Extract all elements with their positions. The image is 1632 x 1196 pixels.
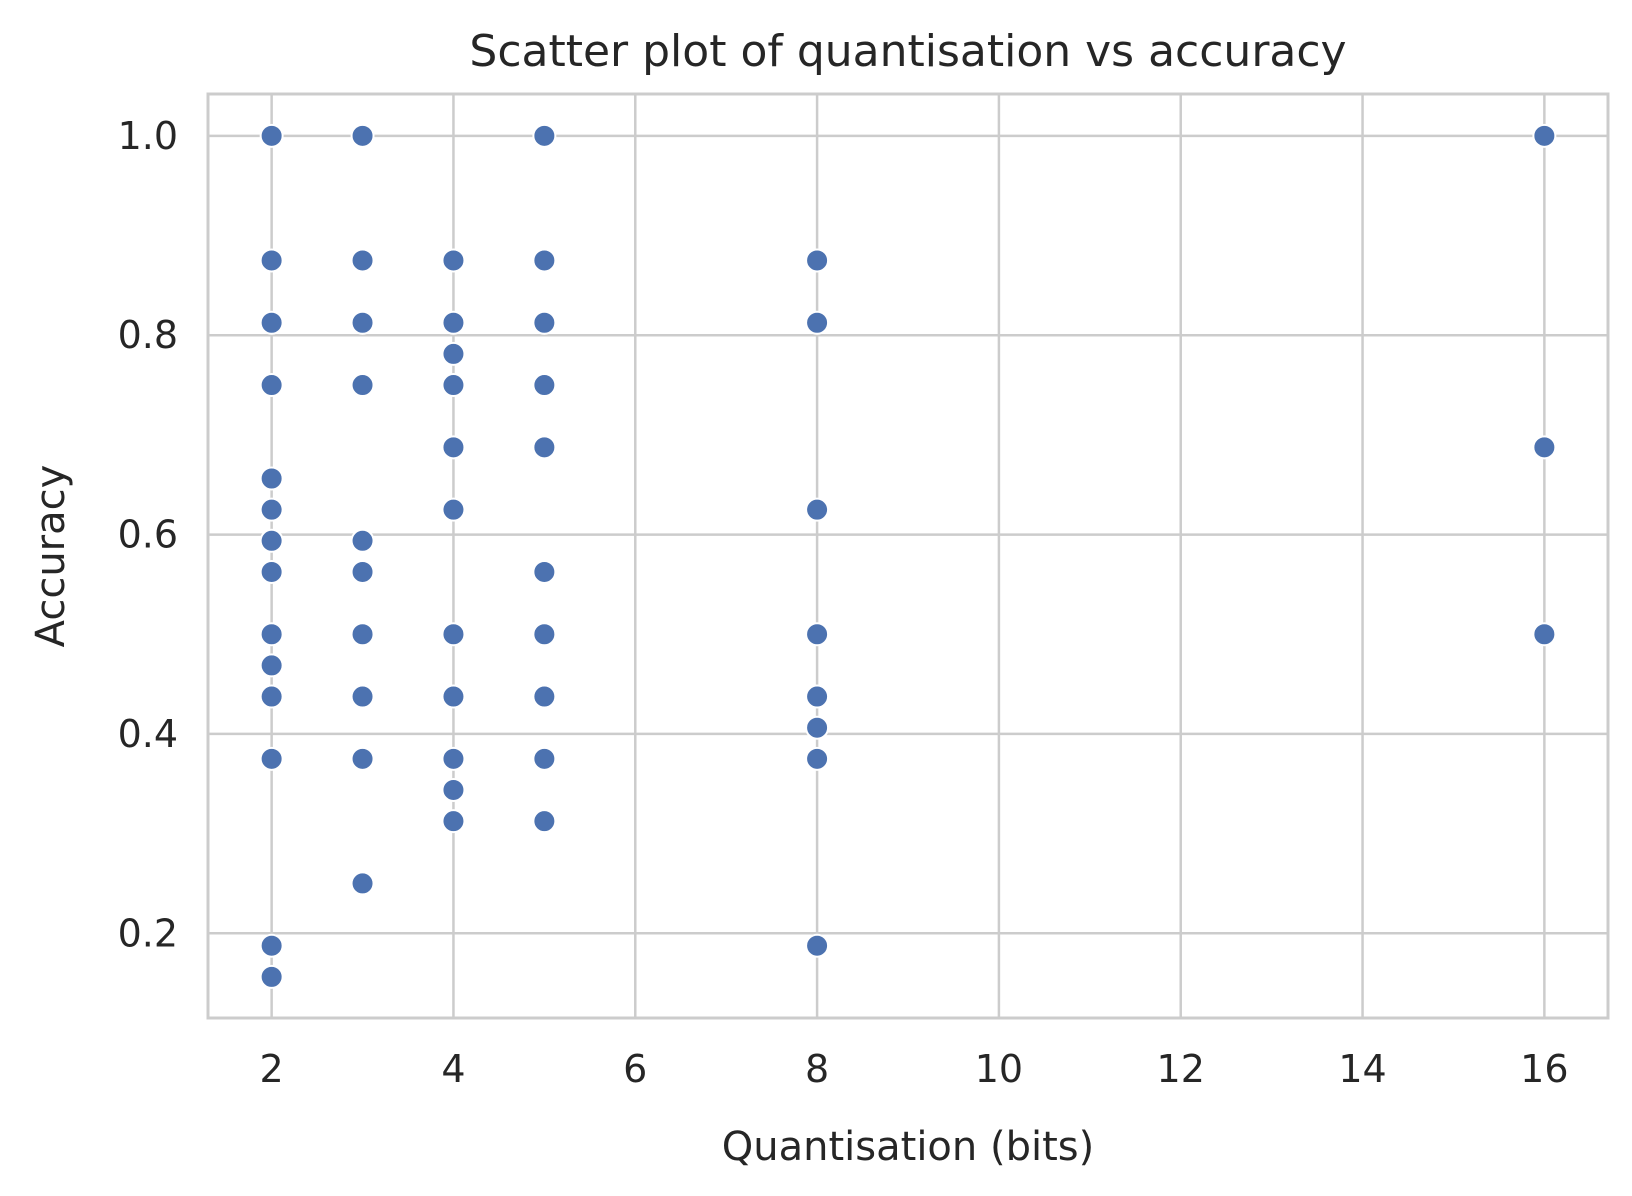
y-tick-label: 0.6 [118, 513, 178, 557]
scatter-point [259, 373, 284, 398]
y-tick-label: 0.4 [118, 712, 178, 756]
scatter-point [441, 497, 466, 522]
x-tick-label: 2 [260, 1047, 284, 1091]
scatter-point [532, 746, 557, 771]
scatter-point [532, 809, 557, 834]
scatter-point [532, 435, 557, 460]
scatter-point [259, 248, 284, 273]
y-tick-label: 1.0 [118, 114, 178, 158]
scatter-point [532, 559, 557, 584]
x-tick-label: 8 [805, 1047, 829, 1091]
x-tick-label: 6 [623, 1047, 647, 1091]
data-points [259, 123, 1557, 989]
scatter-point [805, 715, 830, 740]
scatter-point [532, 248, 557, 273]
scatter-point [350, 528, 375, 553]
chart-title: Scatter plot of quantisation vs accuracy [469, 26, 1346, 77]
scatter-point [805, 622, 830, 647]
scatter-point [805, 746, 830, 771]
scatter-point [532, 310, 557, 335]
scatter-point [350, 746, 375, 771]
scatter-point [259, 310, 284, 335]
scatter-point [441, 373, 466, 398]
scatter-point [441, 809, 466, 834]
scatter-point [532, 373, 557, 398]
scatter-point [350, 871, 375, 896]
x-tick-label: 16 [1520, 1047, 1568, 1091]
y-axis-label: Accuracy [28, 465, 74, 648]
scatter-point [350, 684, 375, 709]
x-axis-label: Quantisation (bits) [722, 1124, 1094, 1170]
scatter-point [532, 622, 557, 647]
scatter-point [805, 248, 830, 273]
scatter-point [350, 373, 375, 398]
scatter-point [532, 123, 557, 148]
scatter-point [441, 310, 466, 335]
scatter-point [350, 248, 375, 273]
scatter-point [259, 964, 284, 989]
scatter-point [441, 622, 466, 647]
scatter-point [259, 559, 284, 584]
scatter-point [441, 248, 466, 273]
x-tick-labels: 2 4 6 8 10 12 14 16 [260, 1047, 1569, 1091]
y-gridlines [208, 134, 1608, 935]
x-tick-label: 4 [441, 1047, 465, 1091]
x-tick-label: 14 [1338, 1047, 1386, 1091]
scatter-point [805, 497, 830, 522]
scatter-point [350, 559, 375, 584]
scatter-point [259, 653, 284, 678]
x-tick-label: 10 [975, 1047, 1023, 1091]
scatter-point [805, 310, 830, 335]
scatter-point [350, 123, 375, 148]
scatter-point [259, 123, 284, 148]
plot-area-frame [206, 92, 1610, 1020]
scatter-point [441, 746, 466, 771]
scatter-point [259, 684, 284, 709]
y-tick-labels: 0.2 0.4 0.6 0.8 1.0 [118, 114, 178, 955]
scatter-point [441, 684, 466, 709]
scatter-point [350, 622, 375, 647]
scatter-point [259, 528, 284, 553]
scatter-point [532, 684, 557, 709]
x-gridlines [270, 94, 1546, 1018]
scatter-point [441, 435, 466, 460]
scatter-point [1532, 622, 1557, 647]
y-tick-label: 0.8 [118, 313, 178, 357]
scatter-point [805, 933, 830, 958]
scatter-point [259, 497, 284, 522]
scatter-point [1532, 123, 1557, 148]
scatter-point [441, 777, 466, 802]
scatter-point [259, 933, 284, 958]
scatter-point [259, 466, 284, 491]
scatter-point [441, 341, 466, 366]
scatter-point [350, 310, 375, 335]
scatter-point [259, 622, 284, 647]
x-tick-label: 12 [1157, 1047, 1205, 1091]
scatter-point [805, 684, 830, 709]
scatter-point [259, 746, 284, 771]
scatter-point [1532, 435, 1557, 460]
y-tick-label: 0.2 [118, 911, 178, 955]
